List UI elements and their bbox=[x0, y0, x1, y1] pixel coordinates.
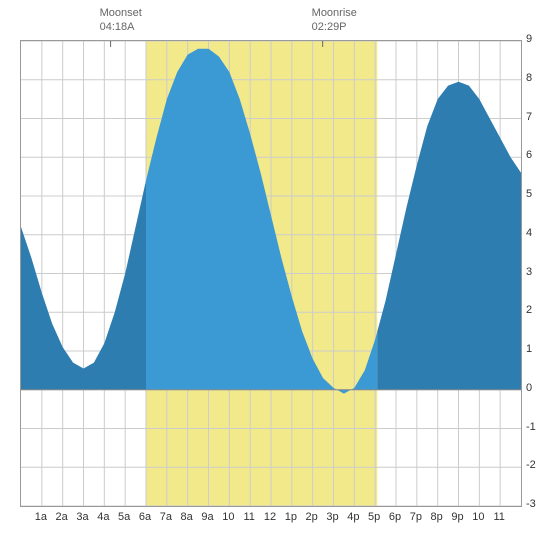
x-tick-label: 6p bbox=[389, 511, 401, 523]
moon-annotation: Moonset04:18A bbox=[100, 6, 142, 35]
x-tick-label: 2p bbox=[306, 511, 318, 523]
y-tick-label: 5 bbox=[526, 188, 532, 200]
x-tick-label: 2a bbox=[56, 511, 68, 523]
x-tick-label: 10 bbox=[472, 511, 484, 523]
x-tick-label: 4a bbox=[97, 511, 109, 523]
x-tick-label: 9p bbox=[451, 511, 463, 523]
annotation-title: Moonset bbox=[100, 6, 142, 20]
moon-annotation: Moonrise02:29P bbox=[312, 6, 357, 35]
chart-svg bbox=[21, 41, 521, 506]
x-tick-label: 9a bbox=[201, 511, 213, 523]
x-tick-label: 5p bbox=[368, 511, 380, 523]
plot-area bbox=[20, 40, 522, 507]
annotation-title: Moonrise bbox=[312, 6, 357, 20]
x-tick-label: 3p bbox=[326, 511, 338, 523]
x-tick-label: 12 bbox=[264, 511, 276, 523]
x-tick-label: 8a bbox=[181, 511, 193, 523]
x-tick-label: 4p bbox=[347, 511, 359, 523]
x-tick-label: 5a bbox=[118, 511, 130, 523]
y-tick-label: 3 bbox=[526, 266, 532, 278]
y-tick-label: -1 bbox=[526, 421, 536, 433]
x-tick-label: 3a bbox=[76, 511, 88, 523]
x-tick-label: 8p bbox=[431, 511, 443, 523]
y-tick-label: 8 bbox=[526, 72, 532, 84]
x-tick-label: 11 bbox=[493, 511, 504, 523]
annotation-time: 04:18A bbox=[100, 20, 142, 34]
y-tick-label: 0 bbox=[526, 382, 532, 394]
y-tick-label: 9 bbox=[526, 33, 532, 45]
y-tick-label: -2 bbox=[526, 459, 536, 471]
y-tick-label: -3 bbox=[526, 498, 536, 510]
annotation-time: 02:29P bbox=[312, 20, 357, 34]
y-tick-label: 2 bbox=[526, 304, 532, 316]
x-tick-label: 1p bbox=[285, 511, 297, 523]
x-tick-label: 7p bbox=[410, 511, 422, 523]
y-tick-label: 7 bbox=[526, 111, 532, 123]
x-tick-label: 1a bbox=[35, 511, 47, 523]
y-tick-label: 1 bbox=[526, 343, 532, 355]
tide-chart: -3-2-101234567891a2a3a4a5a6a7a8a9a101112… bbox=[0, 0, 550, 550]
y-tick-label: 6 bbox=[526, 149, 532, 161]
y-tick-label: 4 bbox=[526, 227, 532, 239]
x-tick-label: 7a bbox=[160, 511, 172, 523]
x-tick-label: 10 bbox=[222, 511, 234, 523]
x-tick-label: 6a bbox=[139, 511, 151, 523]
x-tick-label: 11 bbox=[243, 511, 254, 523]
